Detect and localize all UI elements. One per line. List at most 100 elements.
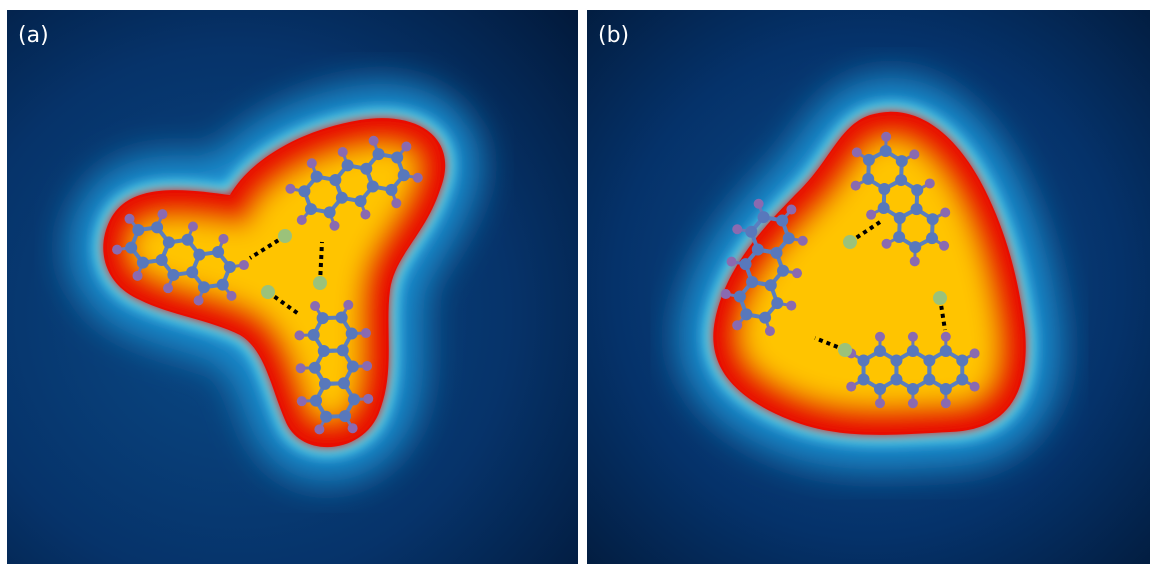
hydrogen-atom [348,423,358,433]
carbon-atom [298,185,310,197]
carbon-atom [907,345,919,357]
carbon-atom [156,254,168,266]
carbon-atom [398,169,410,181]
oxygen-atom [838,343,852,357]
carbon-atom [308,329,320,341]
hydrogen-atom [939,241,949,251]
carbon-atom [874,383,886,395]
carbon-atom [896,155,908,167]
hydrogen-atom [941,332,951,342]
carbon-atom [338,377,350,389]
carbon-atom [347,360,359,372]
hydrogen-atom [297,396,307,406]
carbon-atom [923,374,935,386]
hydrogen-atom [360,210,370,220]
carbon-atom [186,266,198,278]
carbon-atom [310,395,322,407]
carbon-atom [360,163,372,175]
hydrogen-atom [218,234,228,244]
carbon-atom [311,171,323,183]
carbon-atom [348,393,360,405]
hydrogen-atom [194,295,204,305]
carbon-atom [163,236,175,248]
hydrogen-atom [910,256,920,266]
carbon-atom [927,213,939,225]
hydrogen-atom [361,328,371,338]
hydrogen-atom [296,363,306,373]
hydrogen-atom [925,178,935,188]
carbon-atom [373,148,385,160]
carbon-atom [217,279,229,291]
carbon-atom [765,279,777,291]
carbon-atom [776,214,788,226]
hydrogen-atom [881,132,891,142]
carbon-atom [911,203,923,215]
carbon-atom [771,297,783,309]
carbon-atom [337,344,349,356]
carbon-atom [758,211,770,223]
carbon-atom [858,374,870,386]
oxygen-atom [278,229,292,243]
carbon-atom [759,312,771,324]
carbon-atom [783,232,795,244]
carbon-atom [740,258,752,270]
carbon-atom [878,202,890,214]
carbon-atom [324,206,336,218]
hydrogen-atom [851,181,861,191]
hydrogen-atom [970,382,980,392]
carbon-atom [858,355,870,367]
carbon-atom [336,311,348,323]
hydrogen-atom [970,348,980,358]
hydrogen-atom [226,291,236,301]
hydrogen-atom [310,301,320,311]
carbon-atom [309,362,321,374]
hydrogen-atom [875,398,885,408]
carbon-atom [193,249,205,261]
carbon-atom [895,174,907,186]
carbon-atom [874,345,886,357]
carbon-atom [863,154,875,166]
hydrogen-atom [363,394,373,404]
oxygen-atom [933,291,947,305]
hydrogen-atom [401,142,411,152]
hydrogen-atom [732,224,742,234]
carbon-atom [907,383,919,395]
hydrogen-atom [721,289,731,299]
carbon-atom [198,281,210,293]
hydrogen-atom [727,257,737,267]
carbon-atom [367,181,379,193]
hydrogen-atom [732,320,742,330]
carbon-atom [355,195,367,207]
hydrogen-atom [188,221,198,231]
hydrogen-atom [846,382,856,392]
hydrogen-atom [285,184,295,194]
hydrogen-atom [908,332,918,342]
hydrogen-atom [940,208,950,218]
hydrogen-atom [294,330,304,340]
hydrogen-atom [875,332,885,342]
hydrogen-atom [133,271,143,281]
hydrogen-atom [882,239,892,249]
carbon-atom [890,374,902,386]
hydrogen-atom [786,205,796,215]
carbon-atom [940,345,952,357]
carbon-atom [212,246,224,258]
carbon-atom [125,242,137,254]
panel-label: (b) [598,23,629,48]
hydrogen-atom [362,361,372,371]
carbon-atom [305,203,317,215]
carbon-atom [740,308,752,320]
carbon-atom [320,411,332,423]
carbon-atom [894,212,906,224]
carbon-atom [923,355,935,367]
hydrogen-atom [908,398,918,408]
carbon-atom [770,247,782,259]
hydrogen-atom [307,158,317,168]
carbon-atom [926,232,938,244]
carbon-atom [878,183,890,195]
carbon-atom [880,145,892,157]
hydrogen-atom [413,173,423,183]
carbon-atom [746,276,758,288]
carbon-atom [745,226,757,238]
carbon-atom [777,265,789,277]
